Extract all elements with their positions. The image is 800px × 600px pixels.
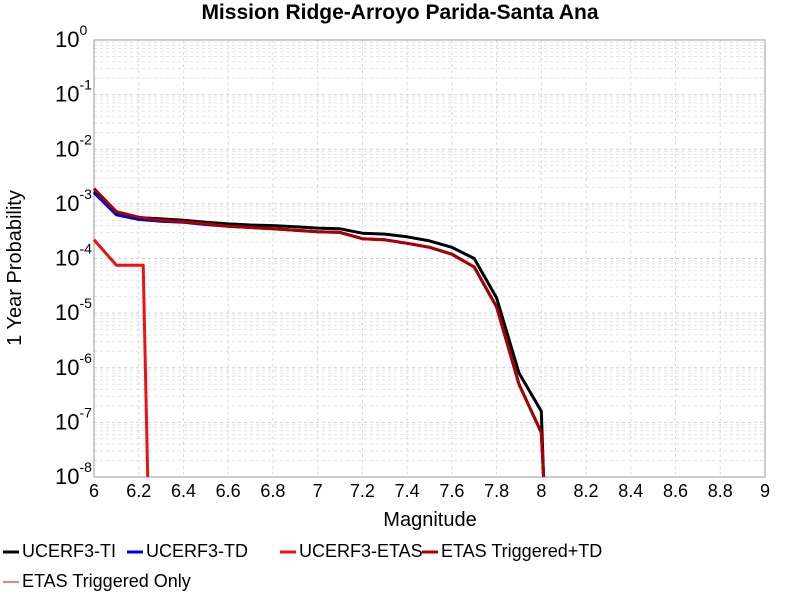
- legend: UCERF3-TI UCERF3-TD UCERF3-ETAS ETAS Trigge…: [3, 541, 602, 591]
- legend-entry: UCERF3-ETAS: [299, 541, 423, 561]
- x-tick-label: 6.4: [171, 481, 196, 501]
- series-lines: [92, 187, 546, 478]
- legend-entry: ETAS Triggered+TD: [441, 541, 602, 561]
- x-tick-label: 6.6: [216, 481, 241, 501]
- x-tick-label: 7.6: [439, 481, 464, 501]
- x-tick-label: 8.8: [708, 481, 733, 501]
- x-tick-label: 6.2: [126, 481, 151, 501]
- y-tick-label: 10-4: [55, 241, 92, 271]
- chart-title: Mission Ridge-Arroyo Parida-Santa Ana: [201, 1, 598, 24]
- grid-lines: [93, 40, 766, 478]
- legend-entry: ETAS Triggered Only: [22, 571, 191, 591]
- y-tick-label: 10-5: [55, 295, 92, 325]
- legend-entry: UCERF3-TI: [22, 541, 116, 561]
- y-tick-label: 10-7: [55, 404, 92, 434]
- x-axis-label: Magnitude: [383, 509, 476, 531]
- y-tick-label: 10-8: [55, 459, 92, 489]
- x-tick-label: 6.8: [260, 481, 285, 501]
- legend-entry: UCERF3-TD: [146, 541, 248, 561]
- y-tick-label: 10-2: [55, 131, 92, 161]
- x-tick-label: 7.8: [484, 481, 509, 501]
- y-tick-label: 100: [55, 22, 87, 52]
- x-tick-label: 7.2: [350, 481, 375, 501]
- x-tick-label: 8.2: [574, 481, 599, 501]
- x-tick-label: 7: [313, 481, 323, 501]
- series-line: [92, 238, 150, 478]
- y-tick-label: 10-6: [55, 350, 92, 380]
- x-tick-label: 6: [89, 481, 99, 501]
- series-line: [92, 187, 546, 478]
- x-tick-label: 8: [536, 481, 546, 501]
- plot-area: [93, 39, 766, 478]
- x-tick-label: 7.4: [395, 481, 420, 501]
- y-tick-label: 10-1: [55, 77, 92, 107]
- x-tick-label: 8.6: [663, 481, 688, 501]
- x-axis-ticks: 6 6.2 6.4 6.6 6.8 7 7.2 7.4 7.6 7.8 8 8.2 8.4 8.6 8.8 9: [89, 481, 770, 501]
- y-axis-ticks: 100 10-1 10-2 10-3 10-4 10-5 10-6 10-7 10-8: [55, 22, 92, 489]
- y-axis-label: 1 Year Probability: [4, 190, 26, 346]
- x-tick-label: 9: [760, 481, 770, 501]
- y-tick-label: 10-3: [55, 186, 92, 216]
- x-tick-label: 8.4: [618, 481, 643, 501]
